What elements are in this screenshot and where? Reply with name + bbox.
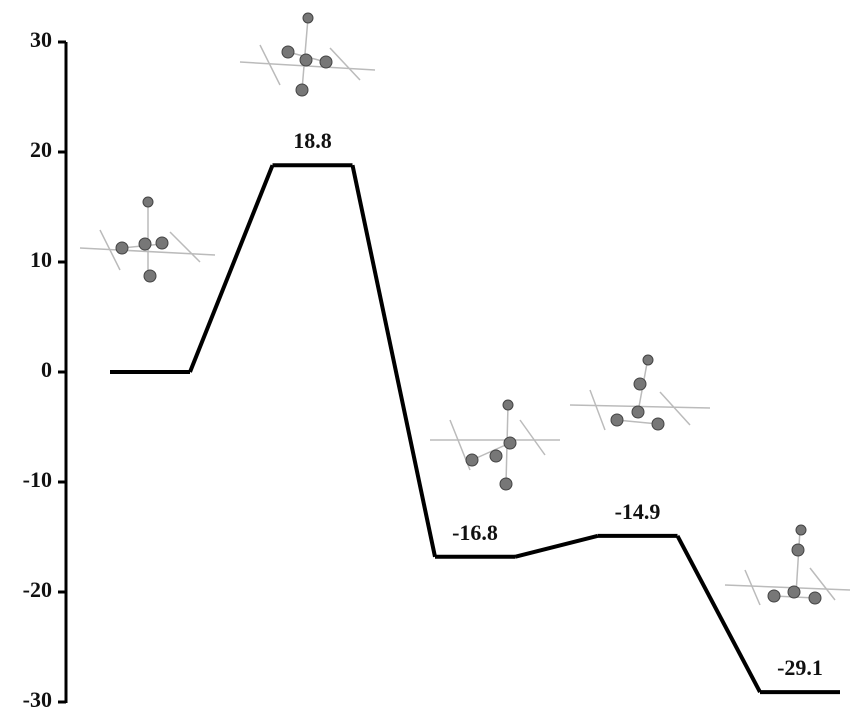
connector [190,165,273,372]
value-label: -16.8 [452,520,498,545]
y-tick-label: 10 [30,247,52,272]
value-label: -29.1 [777,655,823,680]
chart: -30 -20 -10 0 10 20 30 18.8 -16.8 -14.9 -29.1 [0,0,856,719]
y-tick-label: 20 [30,137,52,162]
y-tick-label: 30 [30,27,52,52]
y-tick-label: 0 [41,357,52,382]
molecule-ts [240,13,375,96]
value-label: -14.9 [615,499,661,524]
y-tick-label: -30 [23,687,52,712]
connector [353,165,436,557]
y-tick-label: -10 [23,467,52,492]
molecule-intermediate-2 [570,355,710,430]
connector [515,536,598,557]
connector [678,536,761,692]
molecule-product [725,525,850,605]
molecule-intermediate-1 [430,400,560,490]
value-label: 18.8 [293,128,332,153]
molecule-reactant [80,197,215,282]
y-tick-label: -20 [23,577,52,602]
